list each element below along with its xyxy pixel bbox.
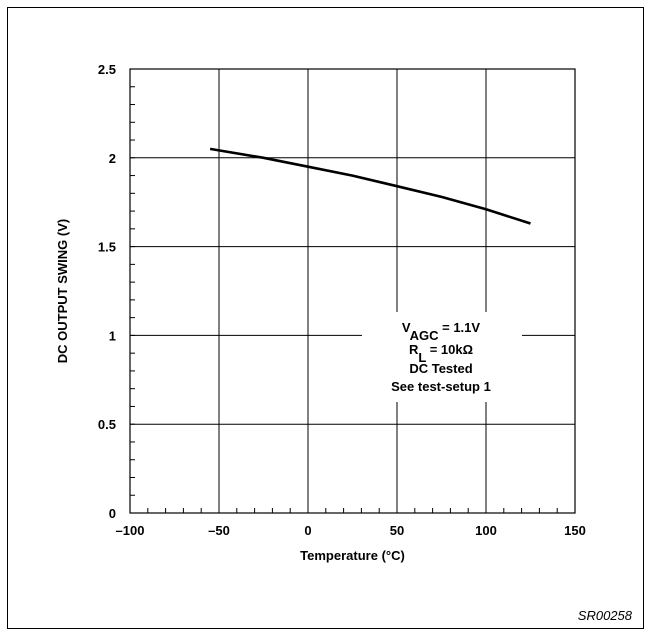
y-tick-label: 0.5 — [98, 417, 116, 432]
x-tick-label: –100 — [116, 523, 145, 538]
series-line — [209, 147, 531, 225]
figure-frame — [7, 7, 644, 629]
x-tick-label: 100 — [475, 523, 497, 538]
annotation-vagc: VAGC = 1.1V — [402, 320, 480, 343]
annotation-test-setup: See test-setup 1 — [391, 379, 491, 394]
plot-area — [129, 68, 576, 514]
minor-ticks — [129, 68, 576, 514]
y-tick-label: 0 — [109, 506, 116, 521]
y-tick-label: 1 — [109, 328, 116, 343]
y-tick-labels: 0 0.5 1 1.5 2 2.5 — [98, 62, 116, 521]
x-tick-label: –50 — [208, 523, 230, 538]
x-axis-title: Temperature (°C) — [300, 548, 405, 563]
series-layer — [209, 147, 531, 225]
annotation-box: VAGC = 1.1V RL = 10kΩ DC Tested See test… — [362, 312, 522, 402]
y-tick-label: 2 — [109, 151, 116, 166]
x-tick-label: 150 — [564, 523, 586, 538]
y-tick-label: 1.5 — [98, 240, 116, 255]
annotation-dc-tested: DC Tested — [409, 361, 472, 376]
grid — [129, 68, 576, 514]
x-tick-labels: –100 –50 0 50 100 150 — [116, 523, 586, 538]
x-tick-label: 50 — [390, 523, 404, 538]
y-tick-label: 2.5 — [98, 62, 116, 77]
x-tick-label: 0 — [304, 523, 311, 538]
figure-code: SR00258 — [577, 608, 632, 623]
annotation-rl: RL = 10kΩ — [409, 342, 473, 365]
y-axis-title: DC OUTPUT SWING (V) — [55, 219, 70, 363]
